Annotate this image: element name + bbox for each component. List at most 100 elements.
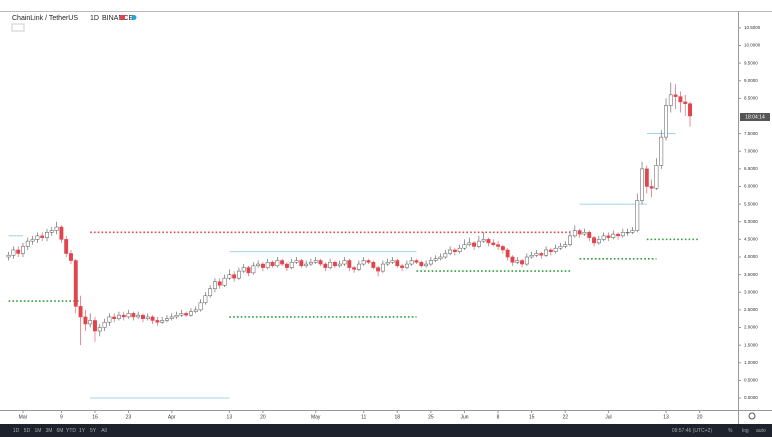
candle-body [366, 260, 371, 263]
candle-body [352, 267, 357, 270]
candle-body [683, 101, 688, 104]
candle-body [160, 320, 165, 323]
candle-body [232, 274, 237, 279]
candle-body [11, 249, 16, 256]
y-tick-label: 0.5000 [744, 378, 758, 383]
candle-body [227, 274, 232, 279]
candle-body [539, 253, 544, 256]
candle-body [131, 313, 136, 318]
candle-body [424, 263, 429, 267]
candle-body [385, 262, 390, 265]
timeframe-button[interactable]: 3M [46, 428, 53, 434]
scale-button[interactable]: log [742, 428, 749, 434]
candle-body [332, 262, 337, 267]
y-tick-label: 5.0000 [744, 219, 758, 224]
candle-body [376, 267, 381, 272]
candle-body [500, 246, 505, 251]
candle-body [112, 316, 117, 319]
y-tick-label: 1.5000 [744, 342, 758, 347]
candle-body [241, 267, 246, 272]
candle-body [592, 237, 596, 244]
candle-body [337, 263, 342, 267]
candle-body [304, 263, 309, 267]
candle-body [212, 281, 217, 289]
x-tick-label: Mar [19, 414, 28, 420]
candle-body [467, 242, 472, 245]
candle-body [443, 253, 448, 258]
candle-body [395, 260, 400, 267]
timeframe-button[interactable]: 5D [24, 428, 31, 434]
candle-body [635, 200, 640, 231]
y-tick-label: 10.5000 [744, 25, 761, 30]
scale-button[interactable]: auto [756, 428, 766, 434]
candle-body [529, 254, 534, 258]
x-tick-label: 13 [663, 414, 669, 420]
candle-body [126, 313, 131, 318]
candle-body [308, 262, 313, 265]
candle-body [481, 239, 486, 242]
candle-body [6, 254, 11, 258]
candle-body [390, 260, 395, 263]
candle-body [457, 247, 462, 252]
candle-body [208, 288, 213, 297]
y-tick-label: 7.5000 [744, 131, 758, 136]
candle-body [64, 239, 69, 254]
timeframe-button[interactable]: 1M [35, 428, 42, 434]
timeframe-button[interactable]: 1Y [79, 428, 86, 434]
candle-body [270, 262, 275, 267]
toolbar [0, 424, 772, 437]
candle-body [400, 265, 405, 268]
x-tick-label: 20 [697, 414, 703, 420]
candle-body [260, 263, 265, 268]
candle-body [611, 233, 616, 238]
y-tick-label: 9.0000 [744, 78, 758, 83]
candle-body [155, 320, 160, 323]
y-tick-label: 9.5000 [744, 60, 758, 65]
price-tag: 18:04:14 [745, 114, 765, 120]
status-icon [120, 15, 125, 20]
candle-body [419, 262, 424, 267]
candle-body [678, 96, 683, 103]
candle-body [601, 235, 606, 240]
candle-body [505, 249, 510, 258]
candle-body [515, 260, 520, 263]
candle-body [299, 260, 304, 267]
y-tick-label: 6.0000 [744, 184, 758, 189]
settings-button[interactable] [748, 412, 756, 420]
y-tick-label: 5.5000 [744, 201, 758, 206]
candle-body [577, 230, 582, 235]
y-tick-label: 8.5000 [744, 96, 758, 101]
timeframe-button[interactable]: All [101, 428, 107, 434]
candle-body [606, 235, 611, 238]
timeframe-button[interactable]: 5Y [90, 428, 97, 434]
y-tick-label: 2.0000 [744, 325, 758, 330]
x-tick-label: 18 [395, 414, 401, 420]
scale-button[interactable]: % [728, 428, 733, 434]
candle-body [644, 168, 649, 187]
candle-body [404, 263, 409, 268]
x-tick-label: 13 [227, 414, 233, 420]
collapse-button[interactable] [11, 23, 25, 32]
timeframe-button[interactable]: 6M [57, 428, 64, 434]
candle-body [380, 263, 385, 272]
candle-body [572, 230, 577, 237]
candle-body [165, 318, 169, 321]
candle-body [188, 311, 193, 316]
y-tick-label: 4.0000 [744, 254, 758, 259]
y-tick-label: 1.0000 [744, 360, 758, 365]
x-tick-label: Jun [460, 414, 468, 420]
timeframe-button[interactable]: 1D [13, 428, 20, 434]
candle-body [198, 302, 203, 311]
candle-body [582, 232, 587, 235]
x-tick-label: 25 [428, 414, 434, 420]
candle-body [472, 242, 477, 247]
timeframe-button[interactable]: YTD [66, 428, 76, 434]
candle-body [356, 263, 361, 270]
candle-body [280, 260, 285, 265]
candle-body [73, 260, 78, 307]
candle-body [630, 230, 635, 233]
x-tick-label: 23 [126, 414, 132, 420]
y-tick-label: 0.0000 [744, 395, 758, 400]
